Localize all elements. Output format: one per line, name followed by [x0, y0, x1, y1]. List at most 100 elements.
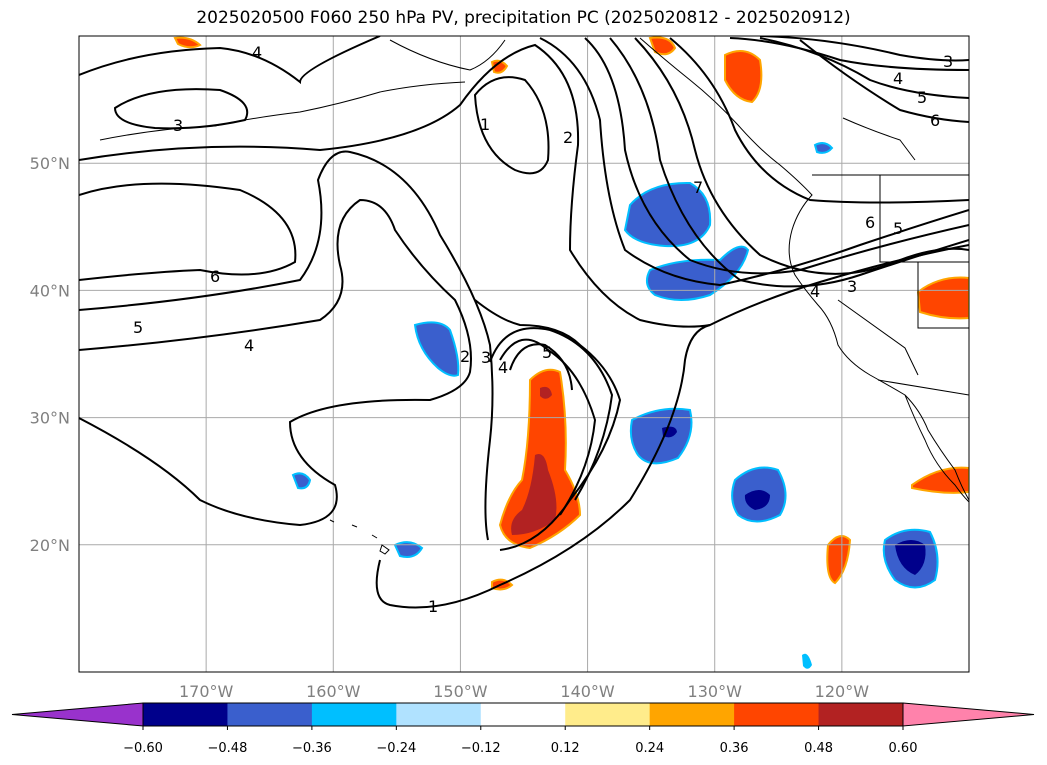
contour-label: 6: [930, 111, 940, 130]
pv-contour-2-north: [539, 37, 969, 287]
colorbar-segment: [734, 703, 820, 726]
contour-label: 3: [943, 52, 953, 71]
colorbar-tick-label: 0.12: [551, 741, 580, 756]
contour-label: 3: [173, 116, 183, 135]
gridlines: [79, 36, 969, 672]
colorbar-outline: [142, 702, 904, 727]
pv-contour-4-north: [609, 37, 969, 288]
contour-label: 4: [252, 43, 262, 62]
neg-region-baja-sw-core: [895, 540, 926, 575]
colorbar-segment: [143, 703, 228, 726]
lat-tick-label: 30°N: [30, 409, 70, 428]
pv-contour-5-west: [79, 150, 494, 541]
contour-label: 3: [847, 277, 857, 296]
colorbar-tick-label: 0.36: [720, 741, 749, 756]
contour-label: 4: [810, 282, 820, 301]
lat-tick-label: 40°N: [30, 281, 70, 300]
pos-region-nw: [724, 50, 763, 104]
neg-region-small-3: [813, 142, 834, 154]
contour-label: 7: [693, 178, 703, 197]
neg-region-gulf-alaska: [623, 181, 712, 248]
contour-label: 1: [480, 115, 490, 134]
state-line-3: [917, 262, 969, 329]
pv-contour-4-middle: [499, 338, 597, 516]
neg-region-25n-core: [744, 490, 770, 510]
state-line-2: [837, 299, 919, 376]
pos-region-alaska-top: [648, 36, 677, 56]
pv-contour-1-loop: [473, 76, 550, 175]
precip-positive-regions: [173, 36, 969, 591]
pos-region-small-5: [490, 59, 509, 74]
colorbar-segment: [649, 703, 735, 726]
pv-contour-6-ne: [799, 39, 969, 123]
contour-label: 4: [893, 69, 903, 88]
colorbar-tick-label: −0.12: [461, 741, 501, 756]
pos-region-east-25n: [911, 466, 969, 494]
contour-label: 6: [210, 267, 220, 286]
hawaii-islands: [329, 519, 390, 555]
colorbar-segment: [818, 703, 904, 726]
pos-region-main-dot: [540, 386, 552, 399]
colorbar-over-extend: [902, 702, 1035, 727]
pv-contour-2-trough: [79, 43, 969, 328]
pv-contour-3-west: [113, 88, 249, 130]
contour-label: 2: [563, 128, 573, 147]
state-line-4: [842, 117, 916, 161]
contour-label: 6: [865, 213, 875, 232]
pv-contour-6-north: [669, 37, 969, 204]
contour-label: 5: [542, 343, 552, 362]
pv-contour-3-top: [79, 36, 381, 85]
pv-contour-6-west: [79, 182, 297, 281]
lon-tick-label: 150°W: [433, 682, 488, 701]
pv-contour-4-west: [79, 198, 472, 527]
map-frame: [78, 35, 970, 673]
pv-contour-1-south: [375, 324, 711, 609]
colorbar-segment: [227, 703, 313, 726]
pv-contour-3-middle: [489, 327, 614, 501]
contour-labels: 3 4 1 2 6 5 4 2 3 4 5 1 7 4 3 6 5 4 5 6 …: [133, 43, 953, 616]
lon-tick-label: 160°W: [306, 682, 361, 701]
colorbar-tick-label: −0.60: [123, 741, 163, 756]
colorbar-tick-label: 0.24: [635, 741, 664, 756]
latitude-labels: 20°N 30°N 40°N 50°N: [30, 154, 70, 555]
neg-region-small-1: [291, 472, 312, 490]
contour-label: 4: [244, 336, 254, 355]
neg-region-32n: [629, 407, 693, 465]
neg-region-small-2: [393, 541, 424, 558]
colorbar-tick-label: −0.36: [292, 741, 332, 756]
map-title: 2025020500 F060 250 hPa PV, precipitatio…: [196, 8, 851, 28]
colorbar-tick-label: 0.60: [889, 741, 918, 756]
colorbar-under-extend: [11, 702, 144, 727]
pos-region-21n: [826, 535, 852, 585]
contour-label: 3: [481, 348, 491, 367]
colorbar-segment: [396, 703, 482, 726]
colorbar: −0.60 −0.48 −0.36 −0.24 −0.12 0.12 0.24 0.36 0.4…: [11, 702, 1035, 756]
state-line-1: [879, 175, 969, 263]
neg-region-nw-coast: [645, 245, 750, 301]
lat-tick-label: 20°N: [30, 536, 70, 555]
pv-contour-3-north: [584, 37, 969, 275]
contour-label: 5: [893, 219, 903, 238]
colorbar-segment: [480, 703, 566, 726]
pv-contour-3-ne: [759, 36, 969, 62]
pos-region-east-40n: [916, 276, 969, 320]
lon-tick-label: 130°W: [688, 682, 743, 701]
baja-peninsula: [904, 394, 969, 503]
contour-label: 5: [917, 88, 927, 107]
colorbar-tick-label: −0.48: [208, 741, 248, 756]
colorbar-tick-label: 0.48: [804, 741, 833, 756]
alaska-peninsula: [389, 39, 506, 71]
pv-contour-5-north: [634, 37, 969, 275]
lon-tick-label: 170°W: [179, 682, 234, 701]
pv-contour-4-ne: [729, 37, 969, 71]
pos-region-main-core: [511, 454, 557, 535]
pos-region-west: [173, 36, 202, 49]
colorbar-segment: [565, 703, 651, 726]
colorbar-tick-label: −0.24: [376, 741, 416, 756]
map-area: 3 4 1 2 6 5 4 2 3 4 5 1 7 4 3 6 5 4 5 6 …: [79, 36, 969, 672]
pv-contours: [79, 36, 969, 609]
lon-tick-label: 120°W: [815, 682, 870, 701]
contour-label: 1: [428, 597, 438, 616]
contour-label: 2: [460, 347, 470, 366]
